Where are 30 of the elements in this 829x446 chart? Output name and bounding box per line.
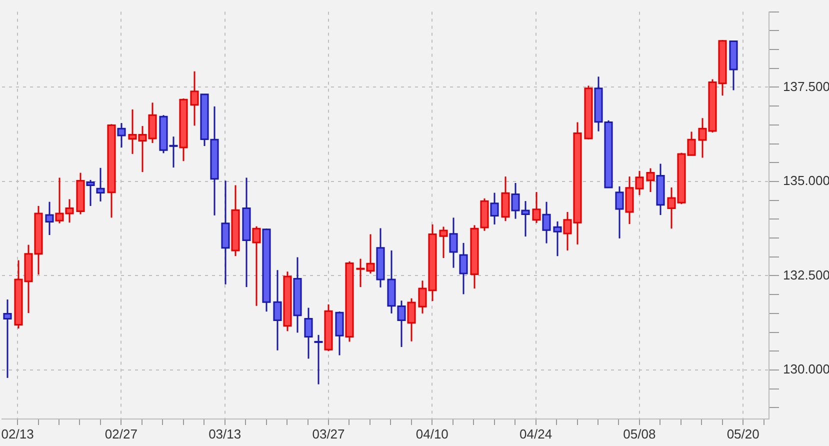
x-tick-label: 05/08 [623, 426, 656, 442]
candlestick [96, 167, 105, 202]
candlestick [190, 70, 199, 126]
x-tick-label: 03/13 [208, 426, 242, 442]
x-tick-label: 04/10 [416, 426, 448, 442]
x-tick-label: 03/27 [312, 426, 345, 442]
candlestick [501, 176, 510, 222]
candlestick [459, 242, 468, 295]
candlestick [117, 122, 126, 148]
x-tick-label: 04/24 [520, 426, 552, 442]
candlestick [273, 269, 282, 352]
candlestick [615, 186, 624, 240]
candlestick [407, 298, 416, 342]
candlestick [646, 168, 655, 193]
candlestick [490, 192, 499, 226]
candlestick [252, 226, 261, 307]
candlestick [304, 307, 313, 360]
x-tick-label: 05/20 [726, 426, 760, 442]
candlestick [532, 191, 541, 224]
x-tick-label: 02/27 [104, 426, 138, 442]
candlestick [3, 298, 12, 379]
candlestick [542, 201, 551, 244]
candlestick [553, 220, 562, 257]
candlestick [335, 310, 344, 356]
x-tick-label: 02/13 [1, 426, 34, 442]
candlestick [449, 216, 458, 269]
candlestick [45, 201, 54, 236]
candlestick [314, 334, 323, 386]
candlestick [439, 226, 448, 259]
candlestick [86, 179, 95, 207]
